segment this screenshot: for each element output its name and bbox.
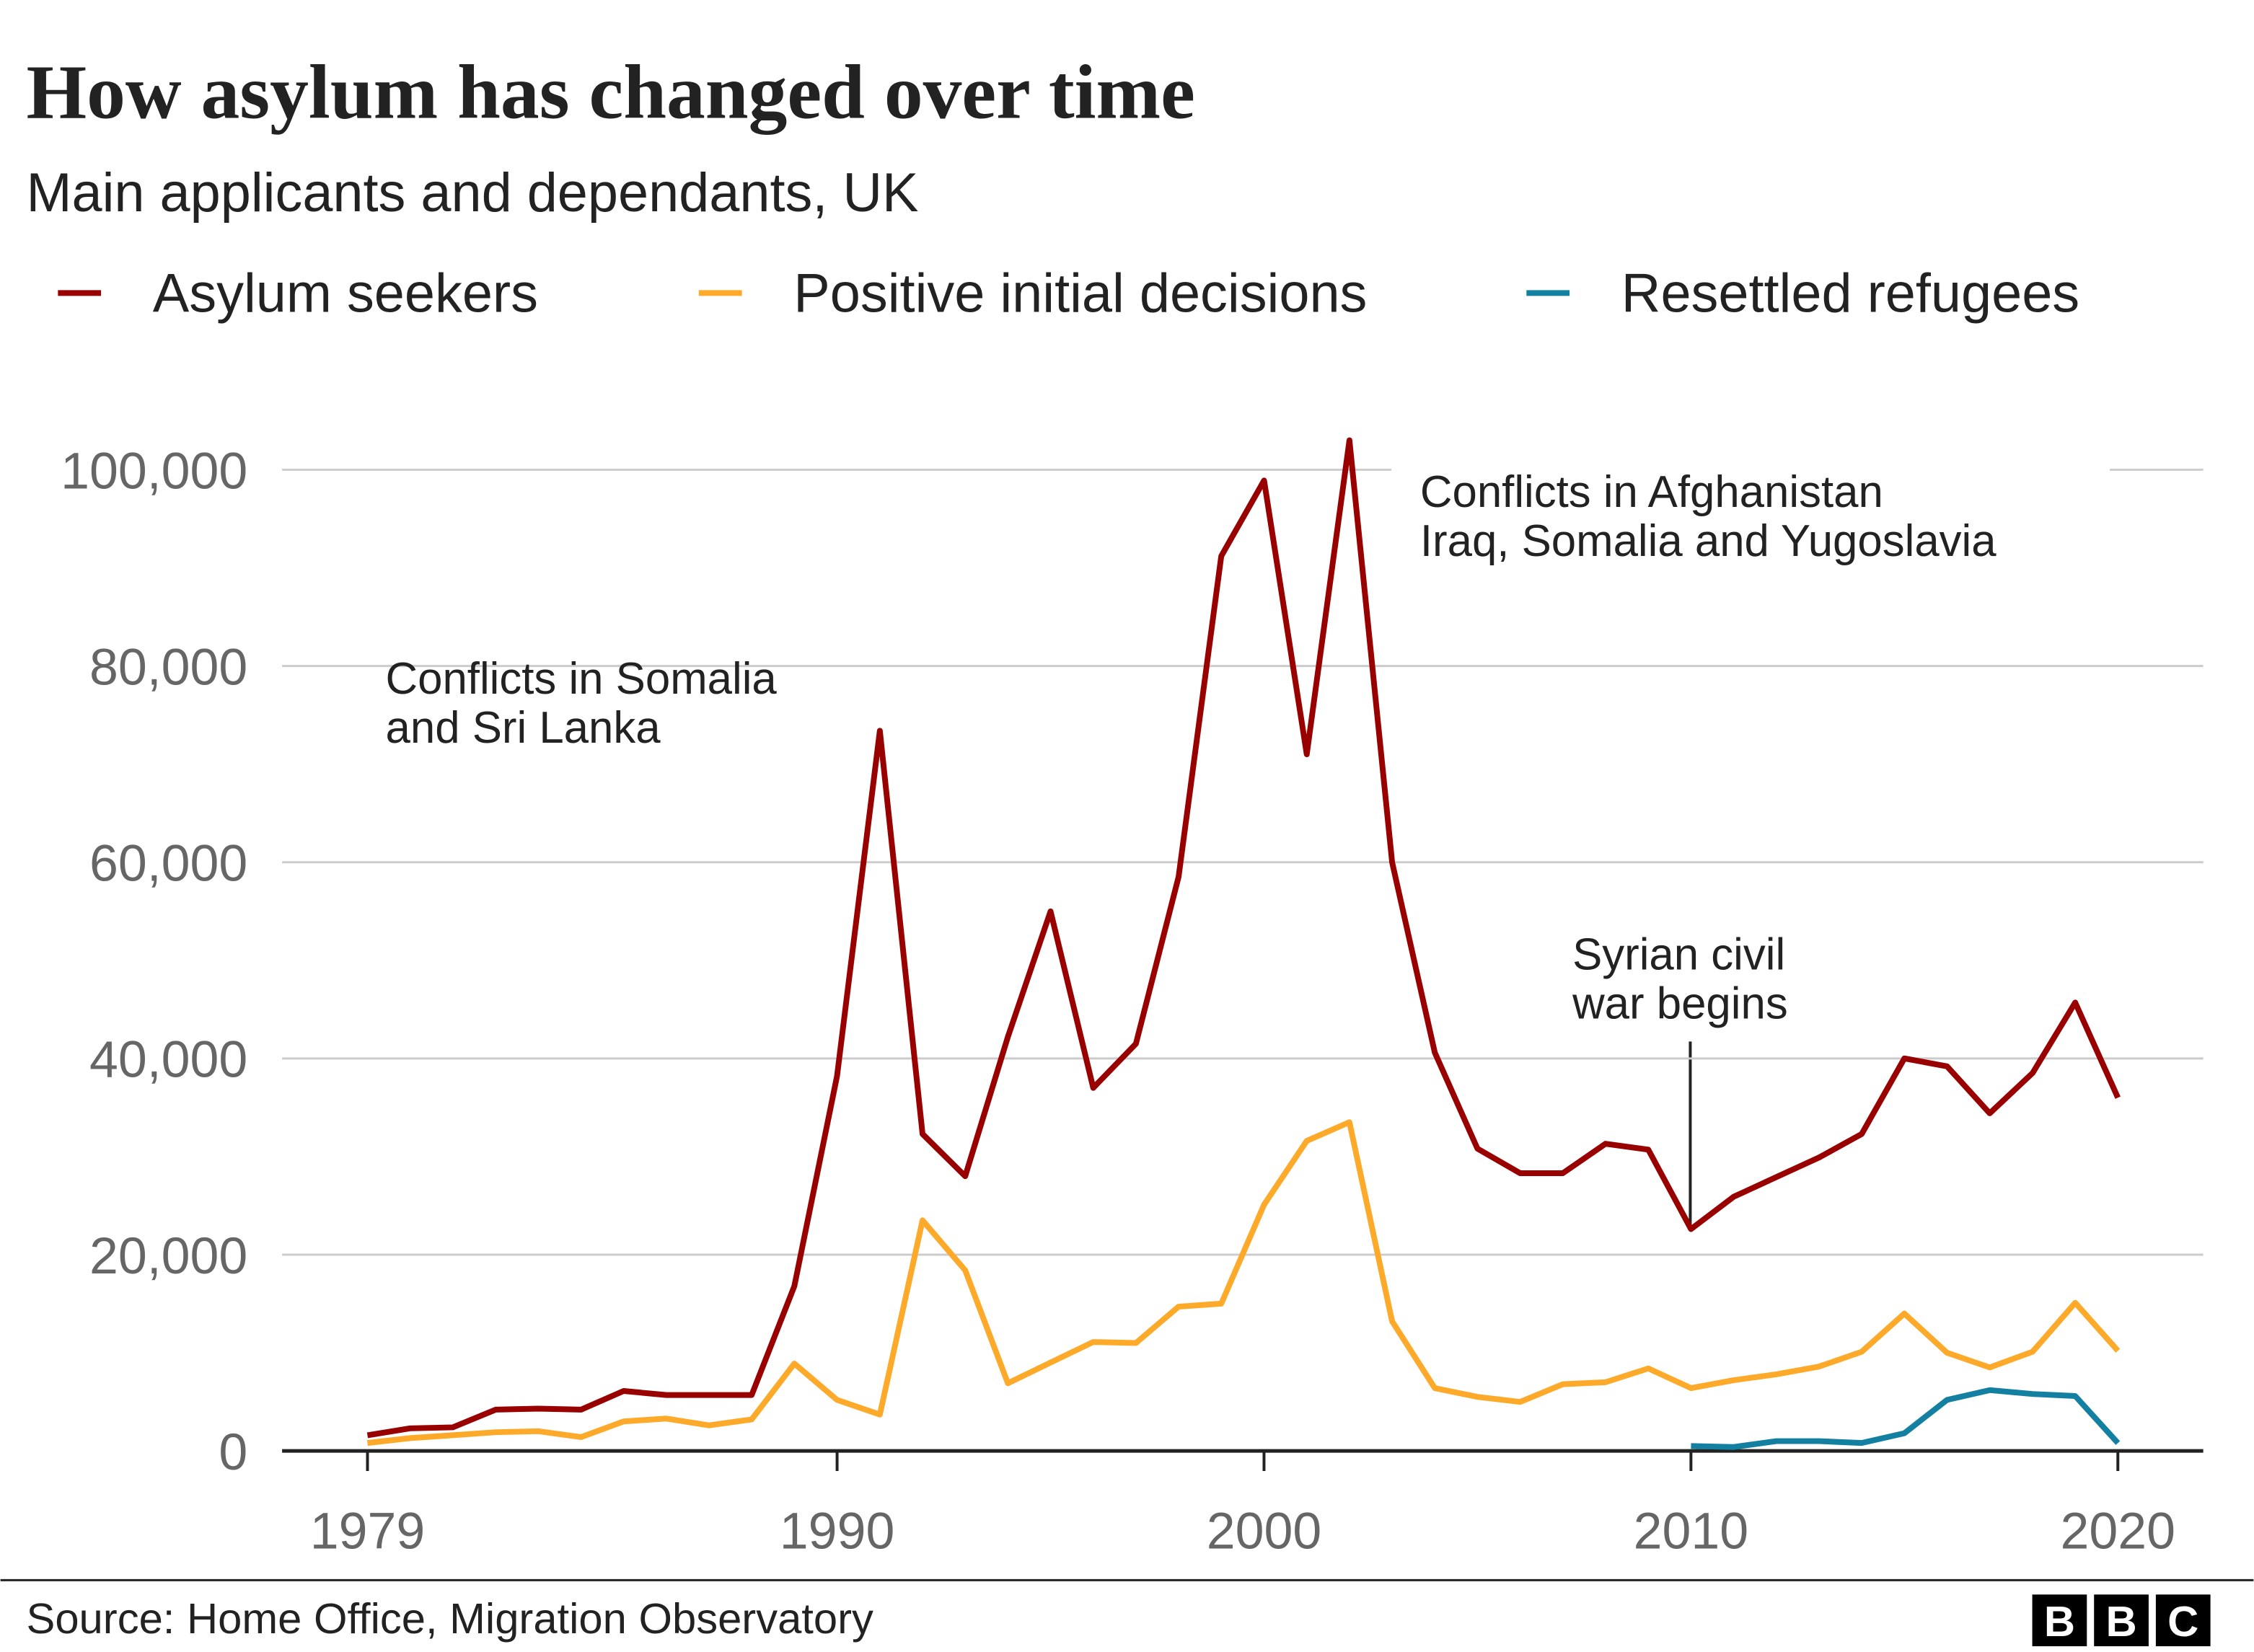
x-tick-label: 1979: [310, 1503, 426, 1560]
x-tick-label: 2010: [1634, 1503, 1749, 1560]
y-tick-label: 60,000: [89, 835, 247, 893]
legend-label: Asylum seekers: [153, 262, 538, 324]
annotation: war begins: [1572, 979, 1788, 1028]
annotation: and Sri Lanka: [386, 703, 661, 753]
chart-subtitle: Main applicants and dependants, UK: [26, 162, 918, 224]
x-tick-label: 1990: [780, 1503, 895, 1560]
logo-block: [2032, 1594, 2087, 1647]
series-line: [366, 437, 2121, 1439]
y-tick-label: 80,000: [89, 638, 247, 696]
logo-letter: B: [2044, 1597, 2075, 1646]
logo-block: [2094, 1594, 2149, 1647]
y-tick-label: 0: [219, 1423, 247, 1481]
annotation-bg: [1391, 456, 2110, 557]
chart-title: How asylum has changed over time: [26, 49, 1194, 135]
y-tick-label: 40,000: [89, 1031, 247, 1089]
logo-letter: C: [2167, 1597, 2198, 1646]
annotation: Conflicts in Somalia: [386, 654, 778, 704]
logo-letter: B: [2106, 1597, 2137, 1646]
legend-label: Resettled refugees: [1621, 262, 2079, 324]
x-tick-label: 2000: [1207, 1503, 1322, 1560]
series-line: [366, 1119, 2121, 1446]
series-line: [1691, 1387, 2121, 1450]
source: Source: Home Office, Migration Observato…: [26, 1594, 873, 1643]
x-tick-label: 2020: [2061, 1503, 2176, 1560]
annotation: Conflicts in Afghanistan: [1420, 467, 1883, 517]
y-tick-label: 20,000: [89, 1227, 247, 1285]
annotation: Syrian civil: [1572, 930, 1785, 980]
logo-block: [2155, 1594, 2211, 1647]
y-tick-label: 100,000: [61, 442, 247, 500]
legend-label: Positive initial decisions: [793, 262, 1367, 324]
annotation: Iraq, Somalia and Yugoslavia: [1420, 516, 1997, 566]
